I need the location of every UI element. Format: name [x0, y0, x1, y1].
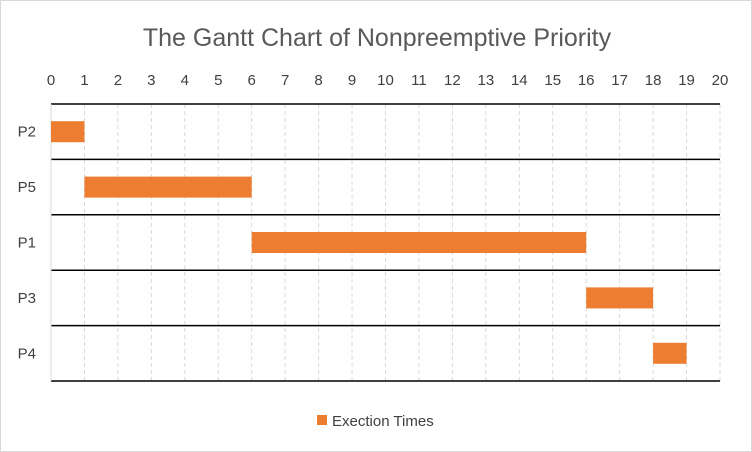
legend: Exection Times — [317, 413, 434, 430]
x-tick-label-15: 15 — [544, 72, 561, 89]
x-tick-label-7: 7 — [281, 72, 289, 89]
category-label-p5: P5 — [18, 179, 36, 196]
bar-p1 — [251, 232, 587, 253]
x-axis-ticks: 0 1 2 3 4 5 6 7 8 9 10 11 12 13 14 15 16 17 18 19 20 — [47, 72, 729, 89]
x-tick-label-6: 6 — [248, 72, 256, 89]
x-tick-label-12: 12 — [444, 72, 461, 89]
bar-p3 — [586, 287, 654, 309]
x-tick-label-18: 18 — [645, 72, 662, 89]
legend-label: Exection Times — [332, 413, 434, 430]
category-label-p1: P1 — [18, 235, 36, 252]
category-label-p4: P4 — [18, 345, 36, 362]
x-tick-label-14: 14 — [511, 72, 528, 89]
x-tick-label-9: 9 — [348, 72, 356, 89]
x-tick-label-1: 1 — [80, 72, 88, 89]
bar-p2 — [51, 121, 85, 143]
x-tick-label-2: 2 — [114, 72, 122, 89]
bar-p5 — [84, 176, 252, 198]
bar-layer — [51, 121, 687, 364]
y-axis-categories: P2 P5 P1 P3 P4 — [18, 124, 36, 363]
x-tick-label-10: 10 — [377, 72, 394, 89]
category-label-p3: P3 — [18, 290, 36, 307]
x-tick-label-20: 20 — [712, 72, 729, 89]
x-tick-label-11: 11 — [411, 72, 427, 89]
x-tick-label-0: 0 — [47, 72, 55, 89]
x-tick-label-3: 3 — [147, 72, 155, 89]
bar-p4 — [653, 342, 687, 364]
x-tick-label-8: 8 — [314, 72, 322, 89]
category-label-p2: P2 — [18, 124, 36, 141]
x-tick-label-13: 13 — [478, 72, 495, 89]
x-tick-label-5: 5 — [214, 72, 222, 89]
legend-swatch — [317, 415, 327, 425]
x-tick-label-16: 16 — [578, 72, 595, 89]
x-tick-label-19: 19 — [678, 72, 695, 89]
grid-layer — [50, 103, 721, 382]
x-tick-label-17: 17 — [611, 72, 628, 89]
x-tick-label-4: 4 — [181, 72, 189, 89]
chart-title: The Gantt Chart of Nonpreemptive Priorit… — [143, 24, 612, 52]
